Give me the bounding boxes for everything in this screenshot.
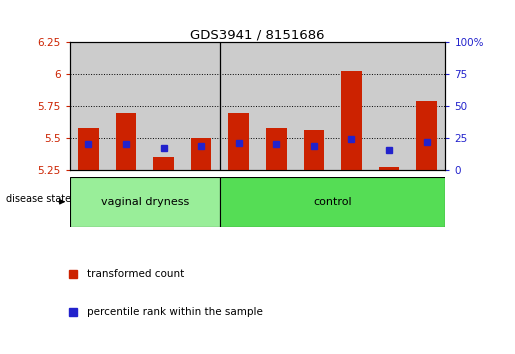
Bar [295, 42, 333, 170]
Bar [341, 70, 362, 170]
Text: percentile rank within the sample: percentile rank within the sample [87, 307, 263, 317]
Bar [107, 42, 145, 170]
Bar [370, 42, 408, 170]
Bar [416, 101, 437, 170]
Text: vaginal dryness: vaginal dryness [100, 197, 189, 207]
Bar [115, 113, 136, 170]
Bar [182, 42, 220, 170]
Bar [303, 130, 324, 170]
Bar [191, 138, 212, 170]
Bar [408, 42, 445, 170]
Bar [145, 42, 182, 170]
Bar [220, 177, 445, 227]
Bar [228, 113, 249, 170]
Text: disease state: disease state [6, 194, 71, 204]
Bar [266, 128, 287, 170]
Text: control: control [313, 197, 352, 207]
Bar [258, 42, 295, 170]
Bar [78, 128, 99, 170]
Bar [70, 42, 107, 170]
Bar [333, 42, 370, 170]
Bar [220, 42, 258, 170]
Title: GDS3941 / 8151686: GDS3941 / 8151686 [190, 28, 325, 41]
Bar [379, 167, 400, 170]
Bar [153, 157, 174, 170]
Bar [70, 177, 220, 227]
Text: transformed count: transformed count [87, 269, 184, 279]
